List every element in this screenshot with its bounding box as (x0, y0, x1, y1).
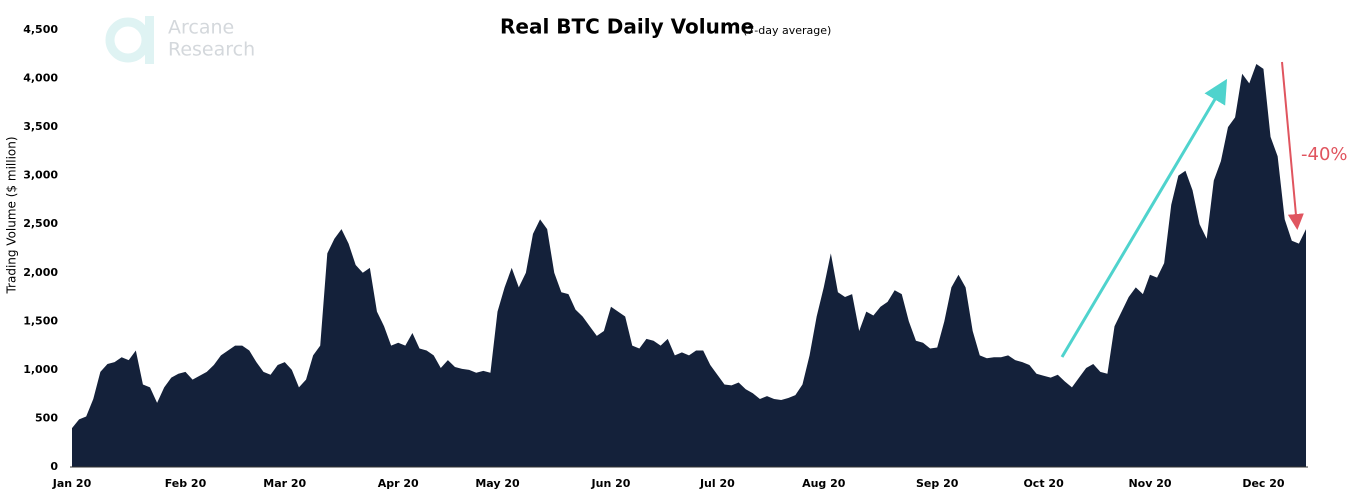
x-tick-label: Jan 20 (52, 477, 92, 490)
x-tick-label: Aug 20 (802, 477, 846, 490)
y-tick-label: 0 (50, 460, 58, 473)
x-tick-label: Dec 20 (1242, 477, 1285, 490)
y-tick-label: 4,500 (23, 23, 58, 36)
x-tick-label: Sep 20 (916, 477, 959, 490)
y-tick-label: 1,000 (23, 363, 58, 376)
annotation: -40% (1301, 144, 1348, 165)
chart-subtitle: (7-day average) (743, 24, 831, 37)
area (72, 63, 1306, 467)
y-tick-label: 3,000 (23, 169, 58, 182)
x-tick-label: Jun 20 (591, 477, 631, 490)
x-tick-label: Oct 20 (1023, 477, 1064, 490)
x-tick-label: Jul 20 (699, 477, 735, 490)
y-tick-label: 1,500 (23, 314, 58, 327)
plot-area: 0 500 1,000 1,500 2,000 2,500 3,000 3,500 4,000 4… (23, 23, 1308, 490)
y-tick-label: 2,500 (23, 217, 58, 230)
x-tick-label: Feb 20 (165, 477, 207, 490)
x-tick-label: Apr 20 (378, 477, 419, 490)
y-tick-label: 500 (35, 411, 58, 424)
y-axis-label: Trading Volume ($ million) (5, 136, 19, 294)
trend-arrow (1060, 78, 1228, 358)
chart-title: Real BTC Daily Volume (500, 15, 754, 39)
x-tick-label: May 20 (475, 477, 520, 490)
y-tick-label: 4,000 (23, 72, 58, 85)
logo: Arcane Research (105, 16, 255, 64)
y-tick-label: 3,500 (23, 120, 58, 133)
logo-bar (145, 16, 154, 64)
y-tick-label: 2,000 (23, 266, 58, 279)
logo-ring (105, 17, 151, 63)
logo-text: Research (168, 39, 255, 61)
logo-text: Arcane (168, 17, 234, 39)
drop-arrow (1281, 61, 1304, 230)
x-tick-label: Nov 20 (1128, 477, 1171, 490)
x-tick-label: Mar 20 (263, 477, 306, 490)
